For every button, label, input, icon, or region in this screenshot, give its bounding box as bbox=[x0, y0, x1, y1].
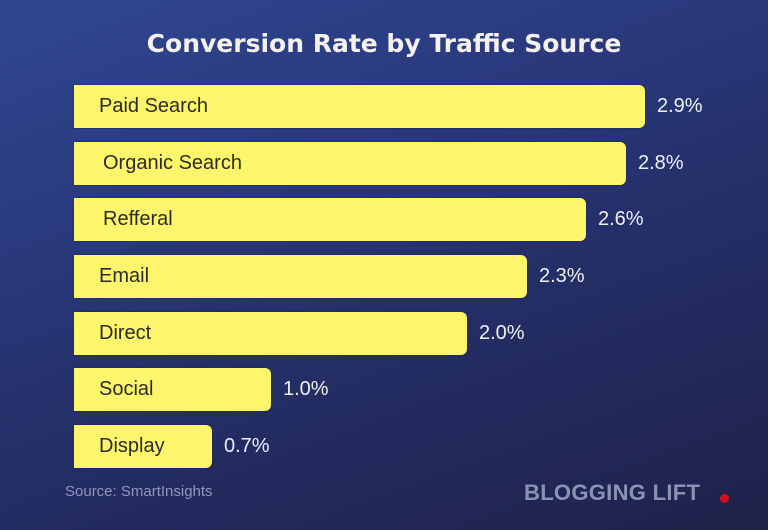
bar-paid-search: Paid Search bbox=[74, 85, 645, 128]
bar-category-label: Social bbox=[99, 378, 154, 400]
bar-organic-search: Organic Search bbox=[74, 142, 626, 185]
bar-value-label: 2.0% bbox=[479, 322, 525, 344]
bar-category-label: Display bbox=[99, 435, 165, 457]
brand-dot-icon bbox=[720, 494, 729, 503]
bar-refferal: Refferal bbox=[74, 198, 586, 241]
bar-social: Social bbox=[74, 368, 271, 411]
bar-value-label: 1.0% bbox=[283, 378, 329, 400]
bar-category-label: Direct bbox=[99, 322, 152, 344]
bar-category-label: Refferal bbox=[103, 208, 173, 230]
brand-logo: BLOGGING LIFT bbox=[524, 480, 701, 505]
bar-email: Email bbox=[74, 255, 527, 298]
chart-title: Conversion Rate by Traffic Source bbox=[146, 29, 622, 58]
bar-category-label: Email bbox=[99, 265, 150, 287]
bar-value-label: 2.6% bbox=[598, 208, 644, 230]
bar-display: Display bbox=[74, 425, 212, 468]
bar-category-label: Organic Search bbox=[103, 152, 242, 174]
bar-category-label: Paid Search bbox=[99, 95, 208, 117]
bar-value-label: 0.7% bbox=[224, 435, 270, 457]
bar-value-label: 2.3% bbox=[539, 265, 585, 287]
bar-value-label: 2.9% bbox=[657, 95, 703, 117]
bar-value-label: 2.8% bbox=[638, 152, 684, 174]
bar-direct: Direct bbox=[74, 312, 467, 355]
source-note: Source: SmartInsights bbox=[65, 483, 213, 500]
